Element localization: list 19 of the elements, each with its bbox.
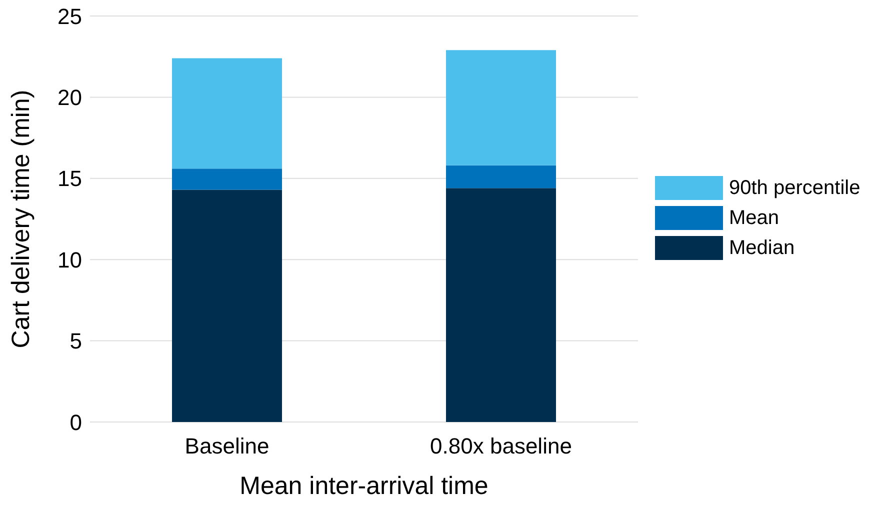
legend-label: 90th percentile [729,176,860,200]
x-tick-label: Baseline [184,434,270,459]
bar [446,50,556,166]
y-tick-label: 25 [58,4,82,29]
bar [446,188,556,422]
y-tick-label: 15 [58,166,82,192]
legend-label: Mean [729,206,780,230]
bar [172,168,282,190]
legend-label: Median [729,236,795,260]
bar [172,58,282,169]
y-tick-label: 5 [70,328,82,354]
y-tick-label: 0 [70,410,82,435]
bar [172,190,282,422]
x-tick-label: 0.80x baseline [430,434,572,459]
x-axis-title: Mean inter-arrival time [240,472,488,500]
bar [446,165,556,188]
y-axis-title: Cart delivery time (min) [6,90,35,348]
y-tick-label: 10 [58,247,82,272]
y-tick-label: 20 [58,85,82,110]
